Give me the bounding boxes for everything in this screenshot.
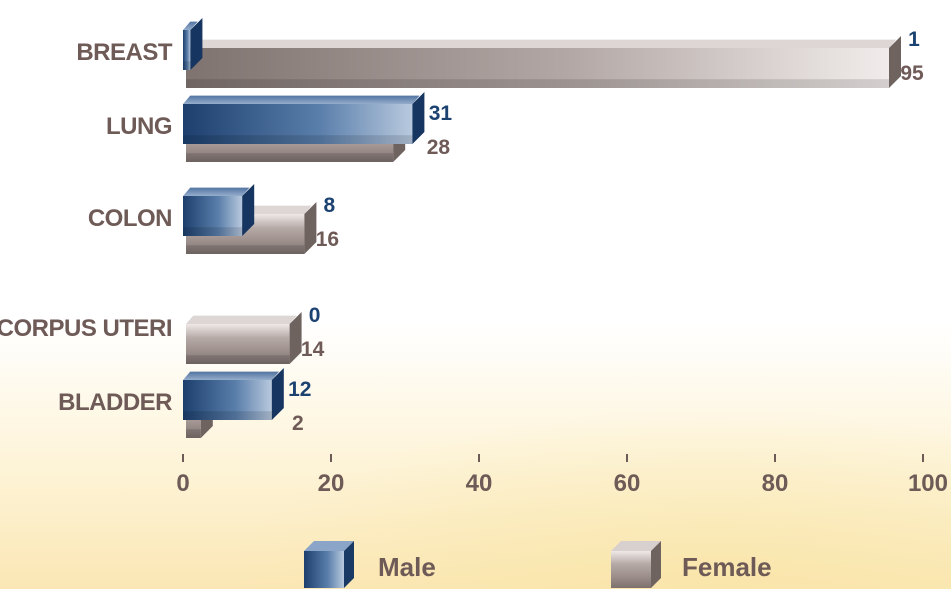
legend-female-swatch: [611, 541, 661, 588]
labels-layer: BREAST 1 95 LUNG 31 28 COLON 8 16 CORPUS UTERI 0 14…: [0, 28, 924, 435]
x-tick-label: 0: [176, 470, 189, 497]
x-tick-label: 80: [762, 470, 789, 497]
male-bar: [183, 368, 284, 420]
female-value-label: 28: [427, 136, 451, 159]
male-value-label: 8: [324, 194, 336, 217]
category-label: BREAST: [76, 39, 173, 66]
female-value-label: 16: [316, 228, 339, 251]
legend-male-swatch: [304, 541, 354, 588]
x-tick-label: 100: [908, 470, 948, 497]
x-tick-label: 40: [466, 470, 493, 497]
category-label: CORPUS UTERI: [0, 315, 172, 342]
x-tick-label: 20: [318, 470, 345, 497]
male-bar: [183, 184, 255, 236]
female-value-label: 95: [900, 62, 924, 85]
female-bar: [186, 36, 901, 88]
male-bar: [183, 18, 203, 70]
legend-female-label: Female: [682, 552, 772, 582]
legend: Male Female: [304, 541, 772, 588]
female-value-label: 14: [301, 338, 325, 361]
male-bar: [183, 92, 425, 144]
male-value-label: 31: [429, 102, 453, 125]
male-value-label: 1: [908, 28, 920, 51]
legend-male-label: Male: [378, 552, 436, 582]
category-label: BLADDER: [58, 389, 172, 416]
male-value-label: 0: [309, 304, 321, 327]
category-label: COLON: [88, 205, 172, 232]
category-label: LUNG: [106, 113, 172, 140]
x-axis: 0 20 40 60 80 100: [176, 454, 948, 497]
male-value-label: 12: [288, 378, 311, 401]
female-bar: [186, 312, 302, 364]
bars-layer: [183, 18, 901, 438]
female-value-label: 2: [292, 412, 304, 435]
x-tick-label: 60: [614, 470, 641, 497]
